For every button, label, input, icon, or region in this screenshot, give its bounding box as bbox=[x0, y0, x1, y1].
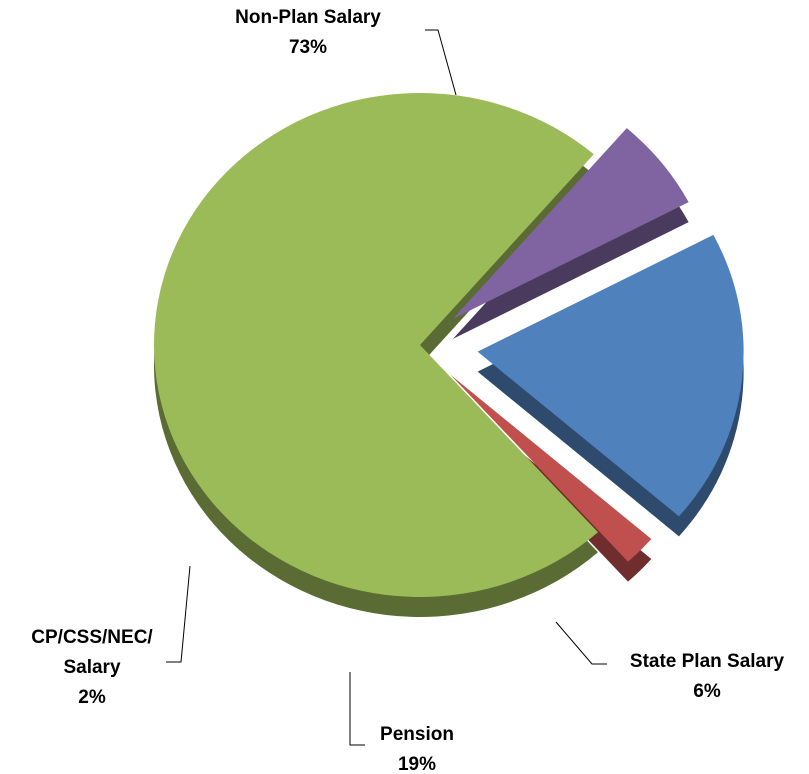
leader-line bbox=[166, 565, 191, 663]
label-line: Salary bbox=[63, 657, 120, 678]
category-label: CP/CSS/NEC/Salary bbox=[31, 627, 153, 678]
category-label: Non-Plan Salary bbox=[235, 7, 381, 28]
label-line: State Plan Salary bbox=[630, 651, 785, 672]
label-line: CP/CSS/NEC/ bbox=[31, 627, 153, 648]
value-label: 6% bbox=[693, 681, 721, 702]
category-label: Pension bbox=[380, 724, 454, 745]
slice bbox=[450, 374, 652, 562]
slice bbox=[477, 234, 744, 517]
label-line: Pension bbox=[380, 724, 454, 745]
slice bbox=[154, 93, 598, 598]
value-label: 19% bbox=[398, 754, 436, 774]
leader-line bbox=[425, 29, 457, 96]
value-label: 73% bbox=[289, 37, 327, 58]
leader-line bbox=[555, 621, 607, 665]
category-label: State Plan Salary bbox=[630, 651, 785, 672]
leader-line bbox=[349, 672, 365, 746]
value-label: 2% bbox=[78, 687, 106, 708]
slice bbox=[452, 128, 689, 319]
label-line: Non-Plan Salary bbox=[235, 7, 381, 28]
